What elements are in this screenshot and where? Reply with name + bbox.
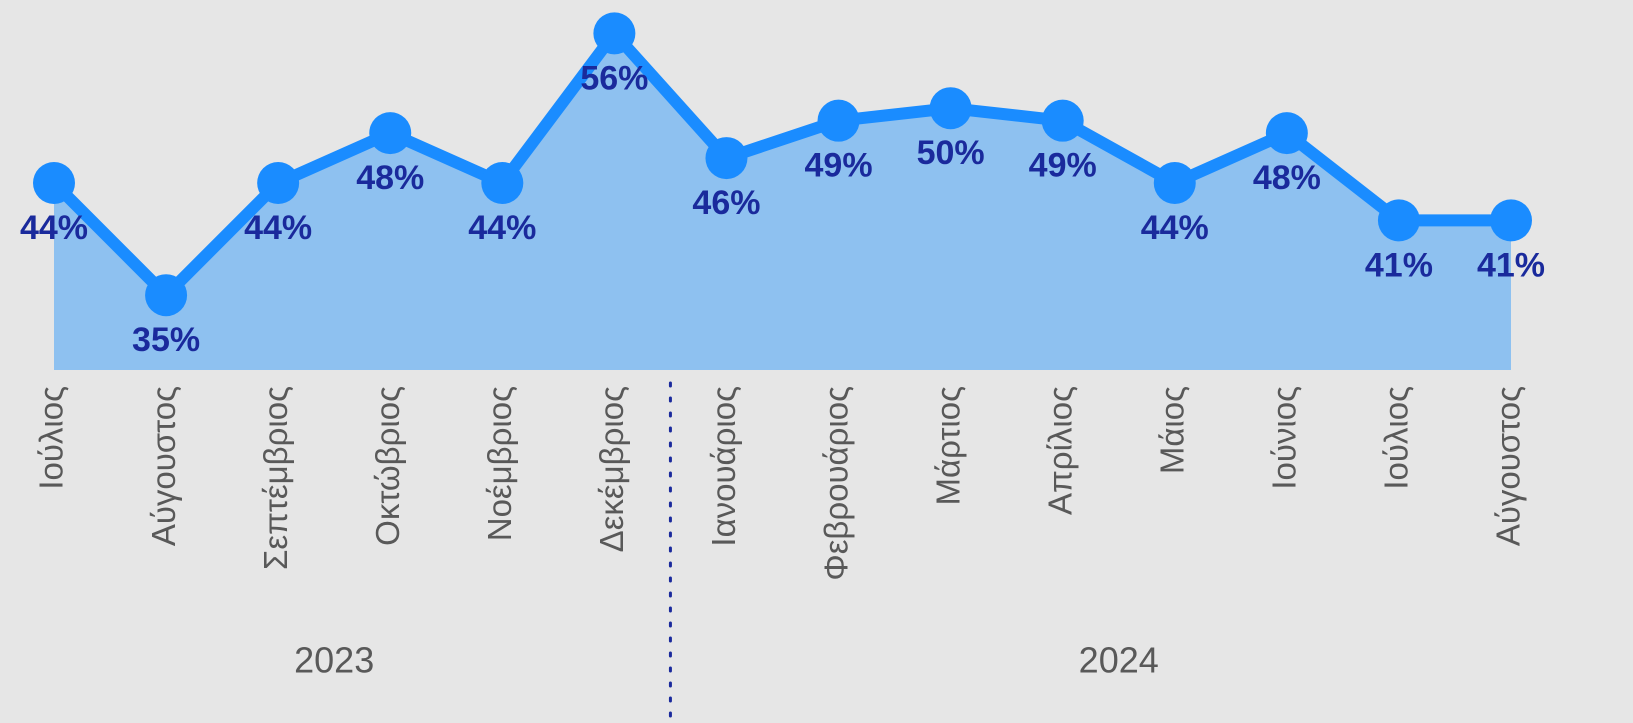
data-label: 48% [356,159,424,197]
marker [145,274,188,317]
data-label: 46% [692,184,760,222]
marker [1041,99,1084,142]
data-label: 41% [1365,246,1433,284]
data-label: 35% [132,321,200,359]
data-label: 49% [805,147,873,185]
marker [1490,199,1532,242]
x-tick-label: Ιούλιος [33,386,70,490]
data-label: 50% [917,134,985,172]
x-tick-label: Ιούνιος [1266,386,1303,490]
marker [929,87,972,130]
marker [1153,162,1196,204]
area [54,33,1511,371]
x-tick-label: Αύγουστος [1490,386,1527,546]
data-label: 41% [1477,246,1545,284]
x-tick-label: Απρίλιος [1041,386,1078,515]
marker [705,137,748,180]
x-tick-label: Μάιος [1153,386,1190,474]
marker [817,99,860,142]
x-tick-label: Οκτώβριος [369,386,406,546]
x-tick-label: Ιανουάριος [705,386,742,547]
data-label: 44% [244,209,312,247]
data-label: 44% [468,209,536,247]
x-tick-label: Σεπτέμβριος [257,386,294,570]
marker [33,162,75,204]
marker [1265,112,1308,155]
data-label: 48% [1253,159,1321,197]
data-label: 44% [1141,209,1209,247]
marker [481,162,524,204]
marker [593,12,636,55]
group-label: 2024 [1079,640,1159,681]
group-label: 2023 [294,640,374,681]
x-tick-label: Αύγουστος [145,386,182,546]
x-tick-label: Φεβρουάριος [817,386,854,581]
data-label: 44% [20,209,88,247]
x-tick-label: Μάρτιος [929,386,966,506]
x-tick-label: Νοέμβριος [481,386,518,541]
data-label: 49% [1029,147,1097,185]
data-label: 56% [580,59,648,97]
marker [257,162,300,204]
marker [369,112,412,155]
marker [1377,199,1420,242]
x-tick-label: Ιούλιος [1378,386,1415,490]
x-tick-label: Δεκέμβριος [593,386,630,552]
